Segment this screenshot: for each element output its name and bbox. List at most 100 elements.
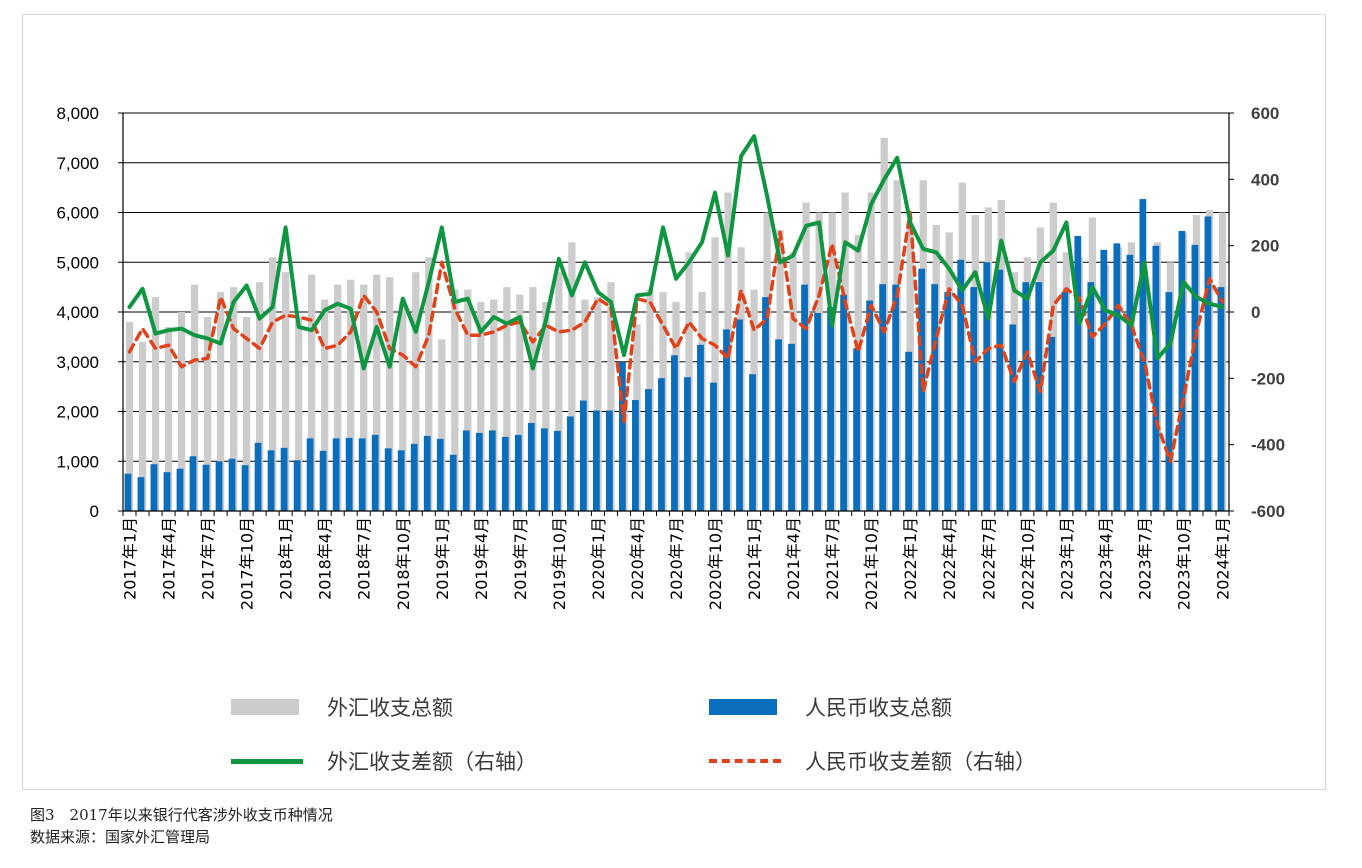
bar-rmb-total [905,351,913,511]
x-tick-label: 2021年1月 [745,517,764,600]
x-tick-label: 2017年4月 [160,517,179,600]
bar-rmb-total [1113,243,1121,511]
bar-rmb-total [358,438,366,511]
bar-rmb-total [475,432,483,511]
y-left-tick-label: 2,000 [56,403,99,422]
y-right-tick-labels: 600 400 200 0 -200 -400 -600 [1229,104,1285,521]
bar-rmb-total [983,262,991,511]
bar-fx-total [151,297,160,511]
bar-rmb-total [306,438,314,511]
bar-rmb-total [449,454,457,511]
bar-rmb-total [697,344,704,511]
bar-fx-total [542,302,550,511]
bar-fx-total [438,339,446,511]
figure-caption: 图3 2017年以来银行代客涉外收支币种情况 数据来源：国家外汇管理局 [30,804,333,848]
bar-rmb-total [736,319,743,511]
bar-fx-total [295,316,303,511]
bar-rmb-total [853,348,860,511]
bar-fx-total [242,316,251,511]
bar-fx-total [203,316,212,511]
bar-rmb-total [293,460,301,511]
bar-fx-total [425,257,433,511]
bar-fx-total [164,326,173,511]
bar-fx-total [568,242,576,511]
bar-rmb-total [501,436,509,511]
bar-rmb-total [1217,287,1225,511]
bar-rmb-total [371,434,379,511]
bar-rmb-total [814,312,821,511]
legend-swatch-rmb-total [709,699,777,715]
bar-fx-total [490,299,498,511]
bar-rmb-total [957,259,965,511]
legend-swatch-rmb-balance [709,759,781,763]
x-tick-label: 2018年1月 [277,517,296,600]
bar-fx-total [177,312,186,511]
figure-title: 图3 2017年以来银行代客涉外收支币种情况 [30,806,333,824]
bar-rmb-total [918,268,926,511]
legend-fx-total: 外汇收支总额 [231,692,453,722]
legend-swatch-fx-balance [231,758,303,764]
bar-fx-total [360,284,368,511]
legend-fx-balance: 外汇收支差额（右轴） [231,746,537,776]
bar-rmb-total [488,430,496,511]
x-tick-label: 2019年4月 [472,517,491,600]
y-left-tick-label: 8,000 [56,104,99,123]
x-tick-label: 2022年1月 [901,517,920,600]
bar-rmb-total [879,284,887,511]
bar-rmb-total [124,473,132,511]
bar-rmb-total [228,458,236,511]
bar-rmb-total [632,400,639,511]
bar-rmb-total [996,269,1004,511]
bar-rmb-total [345,437,353,511]
x-tick-label: 2022年4月 [940,517,959,600]
bar-rmb-total [866,300,873,511]
bar-rmb-total [254,442,262,511]
bar-rmb-total [931,284,939,511]
series-bars-rmb-total [124,199,1225,512]
bar-rmb-total [566,416,574,511]
bar-fx-total [282,272,290,511]
bar-rmb-total [710,382,717,511]
x-tick-label: 2019年1月 [433,517,452,600]
x-tick-label: 2017年10月 [238,517,257,610]
bar-rmb-total [215,461,223,511]
bar-fx-total [229,287,238,511]
bar-fx-total [555,272,563,511]
x-tick-label: 2023年1月 [1057,517,1076,600]
x-tick-label: 2020年1月 [589,517,608,600]
x-tick-label: 2021年10月 [862,517,881,610]
legend-rmb-total: 人民币收支总额 [709,692,952,722]
y-left-tick-label: 4,000 [56,303,99,322]
data-source: 数据来源：国家外汇管理局 [30,828,211,846]
bar-fx-total [607,282,615,511]
bar-rmb-total [645,389,652,511]
bar-rmb-total [1035,282,1043,511]
bar-fx-total [412,272,420,511]
bar-rmb-total [1191,244,1199,511]
bar-rmb-total [1100,249,1108,511]
bar-rmb-total [332,438,340,511]
series-line-rmb-balance [127,210,1225,464]
bar-fx-total [503,287,511,511]
y-right-tick-label: -400 [1251,436,1285,455]
chart-container: 8,000 7,000 6,000 5,000 4,000 3,000 2,000 1,000… [22,14,1326,790]
bar-rmb-total [462,430,470,511]
bar-fx-total [516,294,524,511]
bar-rmb-total [410,443,418,511]
x-tick-label: 2020年7月 [667,517,686,600]
bar-rmb-total [202,464,210,511]
bar-fx-total [138,341,147,511]
y-right-tick-label: -600 [1251,502,1285,521]
bar-rmb-total [658,378,665,511]
y-left-tick-labels: 8,000 7,000 6,000 5,000 4,000 3,000 2,000 1,000… [56,104,123,521]
legend-rmb-balance: 人民币收支差额（右轴） [709,746,1036,776]
series-line-fx-balance [127,134,1225,371]
bar-rmb-total [527,422,535,511]
bar-rmb-total [827,307,834,511]
bar-fx-total [321,299,329,511]
bar-rmb-total [319,450,327,511]
bar-rmb-total [671,355,678,511]
x-tick-label: 2023年7月 [1135,517,1154,600]
bar-rmb-total [189,456,197,511]
bar-rmb-total [775,339,782,511]
